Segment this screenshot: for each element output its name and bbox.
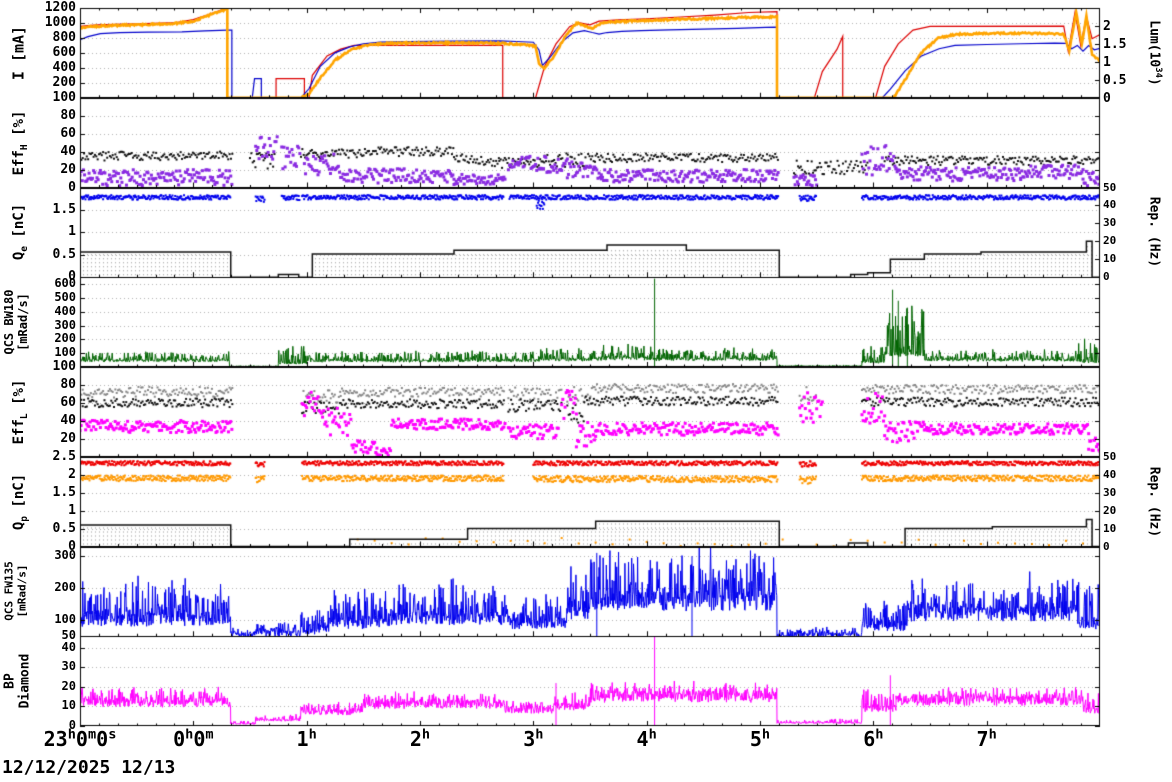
x-tick-label: 2h	[409, 726, 431, 751]
y-tick-label: 0	[68, 269, 76, 285]
y-tick-label: 20	[60, 430, 76, 446]
y-tick-label: 0.5	[52, 520, 76, 536]
axis-title-left: Qp [nC]	[11, 473, 30, 530]
y-tick-label-right: 30	[1103, 485, 1117, 499]
y-tick-label: 400	[54, 303, 76, 318]
y-tick-label: 80	[60, 107, 76, 123]
y-tick-label: 2	[68, 466, 76, 482]
axis-title-left: [mRad/s]	[15, 564, 29, 618]
x-tick-label: 23h0m0s	[43, 726, 117, 751]
axis-title-left: QCS BW180	[2, 289, 16, 355]
axis-title-left: [mRad/s]	[16, 293, 30, 352]
y-tick-label: 0	[68, 179, 76, 195]
date-label: 12/12/2025 12/13	[2, 757, 176, 778]
y-tick-label: 20	[60, 161, 76, 177]
x-tick-label: 1h	[296, 726, 317, 751]
y-tick-label: 1000	[44, 14, 76, 30]
y-tick-label: 100	[54, 612, 76, 627]
y-tick-label: 100	[52, 89, 76, 105]
y-tick-label: 100	[54, 345, 76, 360]
y-tick-label: 200	[54, 331, 76, 346]
y-tick-label: 200	[54, 580, 76, 595]
x-tick-label: 6h	[863, 726, 884, 751]
y-tick-label-right: 40	[1103, 467, 1117, 481]
y-tick-label: 1200	[44, 0, 76, 15]
y-tick-label-right: 1	[1103, 54, 1111, 70]
axis-title-right: Rep. (Hz)	[1146, 197, 1162, 268]
y-tick-label-right: 50	[1103, 180, 1117, 194]
y-tick-label-right: 10	[1103, 252, 1117, 266]
axis-title-left: QCS FW135	[2, 561, 16, 622]
y-tick-label: 10	[61, 698, 76, 713]
axis-title-left: EffH [%]	[11, 110, 30, 175]
x-tick-label: 7h	[976, 726, 997, 751]
y-tick-label-right: 40	[1103, 198, 1117, 212]
y-tick-label: 600	[54, 276, 76, 291]
y-tick-label: 20	[61, 678, 76, 693]
axis-title-left: Diamond	[17, 653, 33, 709]
y-tick-label-right: 2	[1103, 18, 1111, 34]
x-tick-label: 3h	[523, 726, 544, 751]
y-tick-label: 300	[54, 317, 76, 332]
y-tick-label-right: 0	[1103, 539, 1110, 553]
y-tick-label: 1	[68, 502, 76, 518]
y-tick-label-right: 1.5	[1103, 36, 1127, 52]
axis-title-right: Lum(1034)	[1146, 20, 1163, 86]
y-tick-label-right: 10	[1103, 521, 1117, 535]
y-tick-label: 100	[52, 359, 76, 374]
y-tick-label: 500	[54, 289, 76, 304]
y-tick-label: 40	[61, 639, 76, 654]
y-tick-label: 60	[60, 125, 76, 141]
axis-title-left: EffL [%]	[11, 379, 30, 445]
y-tick-label: 30	[61, 659, 76, 674]
y-tick-label: 80	[60, 376, 76, 392]
y-tick-label: 400	[52, 59, 76, 75]
x-tick-label: 0h0m	[173, 726, 214, 751]
y-tick-label: 0	[68, 538, 76, 554]
x-tick-label: 4h	[636, 726, 657, 751]
y-tick-label: 800	[52, 29, 76, 45]
y-tick-label: 200	[52, 74, 76, 90]
y-tick-label: 1.5	[52, 201, 76, 217]
y-tick-label-right: 30	[1103, 216, 1117, 230]
x-tick-label: 5h	[749, 726, 771, 751]
y-tick-label: 300	[54, 548, 76, 563]
y-tick-label-right: 20	[1103, 234, 1117, 248]
axis-title-left: BP	[2, 673, 18, 689]
y-tick-label: 50	[61, 628, 76, 643]
y-tick-label: 0.5	[52, 246, 76, 262]
y-tick-label: 1.5	[52, 484, 76, 500]
y-tick-label-right: 0	[1103, 270, 1110, 284]
y-tick-label: 60	[60, 394, 76, 410]
y-tick-label-right: 0.5	[1103, 72, 1127, 88]
y-tick-label: 600	[52, 44, 76, 60]
y-tick-label-right: 50	[1103, 449, 1117, 463]
axis-title-left: Qe [nC]	[11, 204, 30, 261]
axis-title-right: Rep. (Hz)	[1146, 466, 1162, 537]
y-tick-label-right: 0	[1103, 90, 1111, 106]
y-tick-label-right: 20	[1103, 503, 1117, 517]
y-tick-label: 2.5	[52, 448, 76, 464]
axis-title-left: I [mA]	[9, 25, 28, 80]
y-tick-label: 40	[60, 412, 76, 428]
y-tick-label: 1	[68, 224, 76, 240]
y-tick-label: 0	[68, 718, 76, 732]
y-tick-label: 40	[60, 143, 76, 159]
